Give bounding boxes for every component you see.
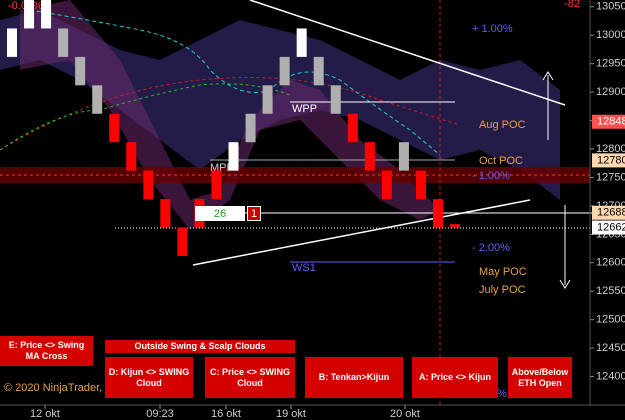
y-tick-label: 12600 <box>596 257 625 269</box>
pivot-label: WS1 <box>292 262 316 274</box>
level-label: - 1.00% <box>472 170 510 182</box>
trend-line <box>249 0 566 106</box>
x-tick-label: 09:23 <box>146 408 174 420</box>
y-tick-label: 12800 <box>596 143 625 155</box>
candle-body <box>450 224 461 228</box>
price-tag <box>592 114 625 129</box>
candle-body <box>24 0 35 29</box>
candle-body <box>160 199 171 228</box>
poc-label: May POC <box>479 266 527 278</box>
price-tag-label: 12662 <box>597 221 625 233</box>
price-tag-label: 12848 <box>597 116 625 128</box>
poc-label: Oct POC <box>479 155 523 167</box>
pivot-label: WPP <box>292 103 317 115</box>
candle-body <box>279 56 290 86</box>
candle-body <box>126 142 137 171</box>
candle-body <box>228 142 239 171</box>
candle-body <box>313 56 324 86</box>
button[interactable]: A: Price <> Kijun <box>412 357 498 398</box>
level-label: + 1.00% <box>472 23 513 35</box>
candle-body <box>211 170 222 200</box>
candle-body <box>296 28 307 57</box>
y-tick-label: 13000 <box>596 29 625 41</box>
candle-body <box>433 199 443 228</box>
x-tick-label: 20 okt <box>390 408 420 420</box>
candle-body <box>364 142 375 171</box>
counter: -82 <box>564 0 580 10</box>
poc-label: Aug POC <box>479 119 526 131</box>
y-tick-label: 12450 <box>596 342 625 354</box>
candle-body <box>245 113 256 143</box>
candle-body <box>92 85 103 114</box>
ma-line <box>0 83 291 151</box>
y-tick-label: 12750 <box>596 171 625 183</box>
trend-line <box>192 199 531 266</box>
candle-body <box>177 227 188 256</box>
price-tag-label: 12688 <box>597 207 625 219</box>
price-tag <box>592 153 625 168</box>
candle-body <box>381 170 392 200</box>
candle-body <box>109 113 120 143</box>
y-tick-label: 12400 <box>596 370 625 382</box>
candle-body <box>75 56 86 86</box>
button[interactable]: Outside Swing & Scalp Clouds <box>105 340 295 353</box>
candle-body <box>58 28 69 57</box>
button[interactable]: D: Kijun <> SWING Cloud <box>105 357 193 398</box>
candle-body <box>415 170 426 200</box>
candle-body <box>7 28 17 57</box>
arrow <box>559 279 571 289</box>
x-tick-label: 16 okt <box>211 408 241 420</box>
candle-body <box>347 113 358 143</box>
price-tag <box>592 220 625 235</box>
poc-label: July POC <box>479 284 526 296</box>
button[interactable]: E: Price <> Swing MA Cross <box>0 336 93 366</box>
y-tick-label: 12550 <box>596 285 625 297</box>
level-label: - 2.00% <box>472 242 510 254</box>
x-tick-label: 12 okt <box>30 408 60 420</box>
candle-body <box>143 170 154 200</box>
x-tick-label: 19 okt <box>276 408 306 420</box>
button[interactable]: Above/Below ETH Open <box>508 357 572 398</box>
button[interactable]: B: Tenkan>Kijun <box>305 357 403 398</box>
count-box: 26 <box>195 206 245 221</box>
price-tag-label: 12780 <box>597 154 625 166</box>
y-tick-label: 12950 <box>596 58 625 70</box>
candle-body <box>398 142 409 171</box>
y-tick-label: 12900 <box>596 86 625 98</box>
candle-body <box>262 85 273 114</box>
candle-body <box>330 85 341 114</box>
candle-body <box>41 0 52 29</box>
cloud <box>20 0 440 230</box>
ma-line <box>29 9 441 156</box>
count-box: 1 <box>247 206 261 221</box>
copyright: © 2020 NinjaTrader, LLC <box>4 382 125 394</box>
button[interactable]: C: Price <> SWING Cloud <box>205 357 295 398</box>
y-tick-label: 12500 <box>596 314 625 326</box>
price-tag <box>592 205 625 220</box>
arrow <box>542 71 554 81</box>
y-tick-label: 13050 <box>596 1 625 13</box>
